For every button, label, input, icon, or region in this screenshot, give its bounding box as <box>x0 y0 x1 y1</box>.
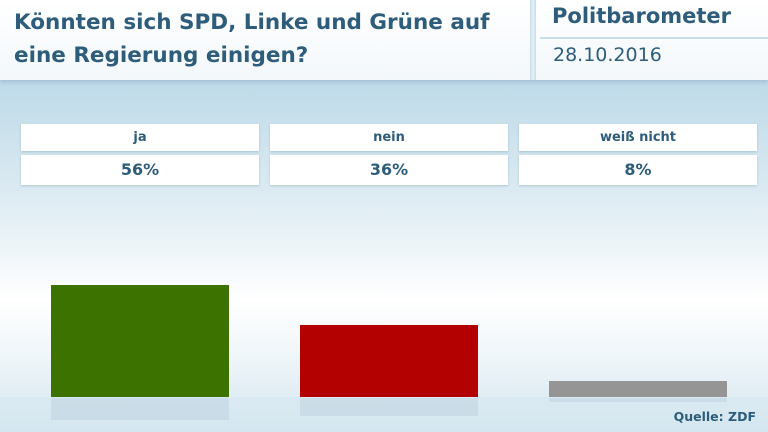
date-label: 28.10.2016 <box>553 44 662 66</box>
value-nein: 36% <box>270 155 508 185</box>
bar-nein <box>300 325 478 397</box>
header-divider <box>530 0 536 80</box>
value-weiss-nicht: 8% <box>519 155 757 185</box>
bar-reflection-nein <box>300 398 478 416</box>
source-label: Quelle: ZDF <box>673 409 756 424</box>
bar-weiss-nicht <box>549 381 727 397</box>
header-bar: Könnten sich SPD, Linke und Grüne auf ei… <box>0 0 768 80</box>
brand-label: Politbarometer <box>552 4 732 28</box>
brand-divider <box>540 37 768 39</box>
bar-reflection-ja <box>51 398 229 420</box>
label-nein: nein <box>270 124 508 151</box>
bar-reflection-weiss-nicht <box>549 398 727 402</box>
chart-floor <box>0 397 768 432</box>
label-ja: ja <box>21 124 259 151</box>
value-ja: 56% <box>21 155 259 185</box>
bar-ja <box>51 285 229 397</box>
chart-title: Könnten sich SPD, Linke und Grüne auf ei… <box>14 10 490 68</box>
label-weiss-nicht: weiß nicht <box>519 124 757 151</box>
